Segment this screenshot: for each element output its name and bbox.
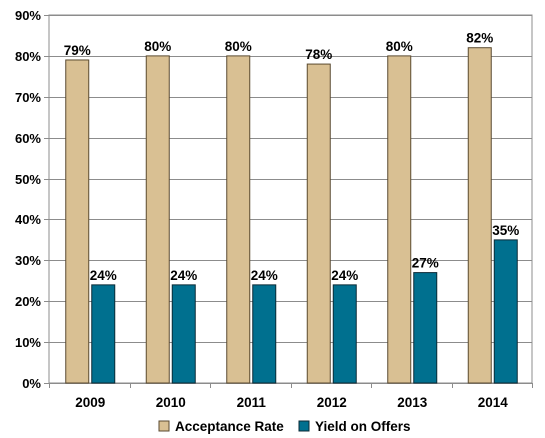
bars xyxy=(65,47,518,384)
bar-acceptance-rate xyxy=(306,63,331,384)
x-category-label: 2010 xyxy=(156,395,186,410)
data-label: 24% xyxy=(251,268,278,283)
bar-acceptance-rate xyxy=(145,55,170,384)
y-tick-label: 50% xyxy=(15,172,41,187)
data-label: 78% xyxy=(305,47,332,62)
data-label: 80% xyxy=(225,39,252,54)
legend: Acceptance Rate Yield on Offers xyxy=(158,419,411,434)
legend-label: Yield on Offers xyxy=(315,419,411,434)
bar-acceptance-rate xyxy=(226,55,251,384)
y-tick-label: 60% xyxy=(15,131,41,146)
bar-yield-on-offers xyxy=(171,284,196,384)
bar-yield-on-offers xyxy=(91,284,116,384)
y-tick-label: 80% xyxy=(15,49,41,64)
data-labels: 79% 24% 80% 24% 80% 24% 78% 24% 80% 27% 82% 35% xyxy=(64,31,520,283)
data-label: 24% xyxy=(90,268,117,283)
x-category-label: 2011 xyxy=(237,395,267,410)
y-tick-label: 90% xyxy=(15,8,41,23)
data-label: 79% xyxy=(64,43,91,58)
x-axis-category-labels: 2009 2010 2011 2012 2013 2014 xyxy=(75,395,508,410)
data-label: 80% xyxy=(386,39,413,54)
y-tick-label: 30% xyxy=(15,253,41,268)
bar-yield-on-offers xyxy=(332,284,357,384)
x-category-label: 2013 xyxy=(397,395,428,410)
data-label: 80% xyxy=(144,39,171,54)
y-tick-label: 10% xyxy=(15,335,41,350)
legend-swatch xyxy=(298,420,310,432)
plot-background xyxy=(48,14,533,384)
x-category-label: 2014 xyxy=(478,395,509,410)
x-category-label: 2009 xyxy=(75,395,105,410)
data-label: 35% xyxy=(492,223,519,238)
y-tick-label: 0% xyxy=(22,376,41,391)
gridlines xyxy=(44,15,533,388)
legend-swatch xyxy=(158,420,170,432)
data-label: 24% xyxy=(331,268,358,283)
bar-yield-on-offers xyxy=(413,272,438,384)
data-label: 24% xyxy=(170,268,197,283)
bar-acceptance-rate xyxy=(387,55,412,384)
bar-yield-on-offers xyxy=(493,239,518,384)
legend-label: Acceptance Rate xyxy=(175,419,284,434)
y-tick-label: 40% xyxy=(15,212,41,227)
bar-acceptance-rate xyxy=(65,59,90,384)
y-tick-label: 20% xyxy=(15,294,41,309)
y-axis-tick-labels: 0% 10% 20% 30% 40% 50% 60% 70% 80% 90% xyxy=(15,8,41,391)
x-category-label: 2012 xyxy=(317,395,347,410)
y-tick-label: 70% xyxy=(15,90,41,105)
data-label: 82% xyxy=(466,31,493,46)
bar-acceptance-rate xyxy=(467,47,492,384)
bar-yield-on-offers xyxy=(252,284,277,384)
data-label: 27% xyxy=(412,256,439,271)
